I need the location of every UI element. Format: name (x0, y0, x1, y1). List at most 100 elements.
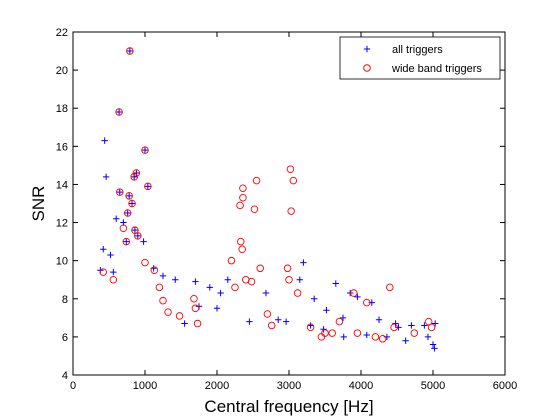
all-triggers-point (262, 289, 270, 297)
legend-marker-all-triggers (363, 45, 371, 53)
all-triggers-point (124, 209, 131, 217)
all-triggers-point (363, 331, 370, 339)
y-tick-label: 10 (56, 256, 68, 268)
wide-band-point (141, 258, 149, 267)
wide-band-point (252, 176, 261, 185)
wide-band-point (353, 329, 362, 337)
legend: all triggers wide band triggers (339, 36, 501, 80)
wide-band-point (317, 333, 326, 341)
x-tick-label: 3000 (277, 380, 301, 392)
series-all-triggers (97, 47, 439, 352)
all-triggers-point (144, 183, 152, 190)
wide-band-point (193, 319, 202, 328)
wide-band-point (227, 256, 236, 265)
all-triggers-point (320, 326, 327, 333)
wide-band-point (287, 207, 295, 215)
legend-marker-wide-band (363, 64, 371, 72)
y-tick-label: 20 (56, 65, 68, 77)
wide-band-point (239, 184, 247, 193)
all-triggers-point (300, 259, 307, 266)
all-triggers-point (141, 146, 149, 154)
all-triggers-point (339, 314, 347, 322)
all-triggers-point (246, 318, 253, 325)
wide-band-point (123, 209, 132, 217)
wide-band-point (335, 317, 344, 326)
all-triggers-point (116, 188, 123, 196)
wide-band-point (410, 329, 419, 337)
all-triggers-point (354, 293, 361, 301)
wide-band-point (263, 310, 272, 318)
wide-band-point (130, 173, 138, 181)
wide-band-point (238, 245, 246, 253)
wide-band-point (237, 237, 245, 246)
all-triggers-point (133, 169, 140, 177)
wide-band-point (256, 264, 264, 273)
wide-band-point (236, 201, 244, 210)
all-triggers-point (282, 318, 290, 325)
wide-band-point (191, 304, 200, 313)
y-axis-label: SNR (29, 186, 48, 222)
all-triggers-point (102, 173, 110, 181)
all-triggers-point (383, 333, 391, 341)
all-triggers-point (107, 251, 114, 259)
wide-band-point (390, 323, 398, 332)
wide-band-point (144, 182, 152, 191)
wide-band-point (119, 224, 128, 233)
y-tick-label: 12 (56, 218, 68, 230)
wide-band-point (125, 192, 133, 200)
wide-band-point (131, 226, 139, 234)
x-tick-label: 4000 (349, 380, 373, 392)
all-triggers-point (332, 280, 339, 287)
wide-band-point (386, 283, 394, 292)
wide-band-point (306, 323, 315, 332)
all-triggers-point (421, 322, 428, 329)
wide-band-point (424, 317, 433, 326)
all-triggers-point (113, 215, 120, 222)
y-tick-label: 18 (56, 103, 68, 115)
series-wide-band-triggers (99, 47, 436, 343)
all-triggers-point (131, 173, 138, 181)
y-tick-label: 22 (56, 27, 68, 39)
wide-band-point (164, 308, 172, 316)
wide-band-point (267, 321, 276, 330)
all-triggers-point (134, 232, 141, 240)
all-triggers-point (340, 333, 347, 341)
wide-band-point (285, 275, 293, 284)
all-triggers-point (424, 333, 432, 341)
all-triggers-point (408, 322, 415, 329)
all-triggers-point (275, 316, 282, 323)
wide-band-point (134, 232, 142, 240)
x-tick-label: 2000 (205, 380, 229, 392)
all-triggers-point (213, 305, 221, 312)
all-triggers-point (392, 320, 399, 327)
wide-band-point (128, 199, 136, 208)
wide-band-point (321, 329, 329, 337)
all-triggers-point (307, 322, 314, 329)
all-triggers-point (296, 276, 303, 283)
all-triggers-point (311, 295, 318, 302)
all-triggers-point (181, 320, 188, 327)
wide-band-point (363, 298, 371, 307)
wide-band-point (122, 237, 131, 246)
all-triggers-point (115, 108, 123, 116)
wide-band-point (293, 289, 302, 297)
y-tick-label: 14 (56, 179, 68, 191)
all-triggers-point (402, 337, 409, 344)
all-triggers-point (395, 324, 402, 331)
x-axis-label: Central frequency [Hz] (204, 397, 373, 416)
wide-band-point (159, 296, 167, 305)
legend-label: all triggers (392, 44, 443, 56)
legend-label: wide band triggers (391, 63, 482, 75)
wide-band-point (250, 205, 259, 213)
y-tick-label: 4 (62, 370, 68, 382)
wide-band-point (247, 277, 256, 286)
y-tick-label: 16 (56, 141, 68, 153)
x-tick-label: 1000 (133, 380, 157, 392)
all-triggers-point (128, 200, 136, 207)
wide-band-point (286, 165, 295, 173)
wide-band-point (109, 275, 118, 284)
points-layer (97, 47, 439, 352)
all-triggers-point (140, 238, 147, 245)
x-tick-label: 0 (70, 380, 76, 392)
all-triggers-point (123, 238, 130, 245)
